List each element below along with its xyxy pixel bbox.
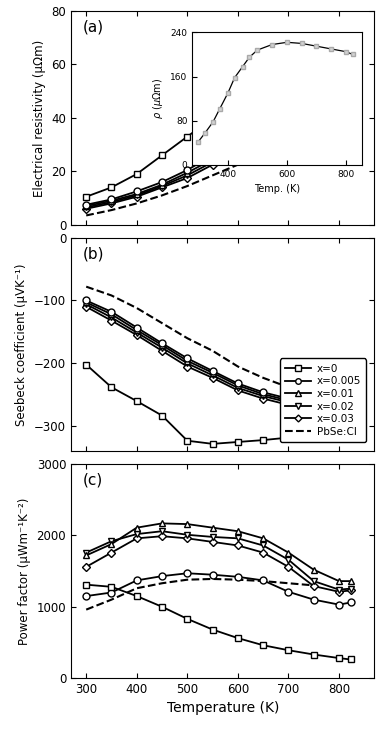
Y-axis label: Seebeck coefficient (μVK⁻¹): Seebeck coefficient (μVK⁻¹) [15,263,28,426]
Text: (b): (b) [83,246,105,261]
Y-axis label: Power factor (μWm⁻¹K⁻²): Power factor (μWm⁻¹K⁻²) [18,498,31,645]
Y-axis label: Electrical resistivity (μΩm): Electrical resistivity (μΩm) [33,40,46,196]
Text: (a): (a) [83,20,104,34]
Legend: x=0, x=0.005, x=0.01, x=0.02, x=0.03, PbSe:Cl: x=0, x=0.005, x=0.01, x=0.02, x=0.03, Pb… [280,358,366,442]
X-axis label: Temperature (K): Temperature (K) [167,701,279,715]
Text: (c): (c) [83,473,103,487]
